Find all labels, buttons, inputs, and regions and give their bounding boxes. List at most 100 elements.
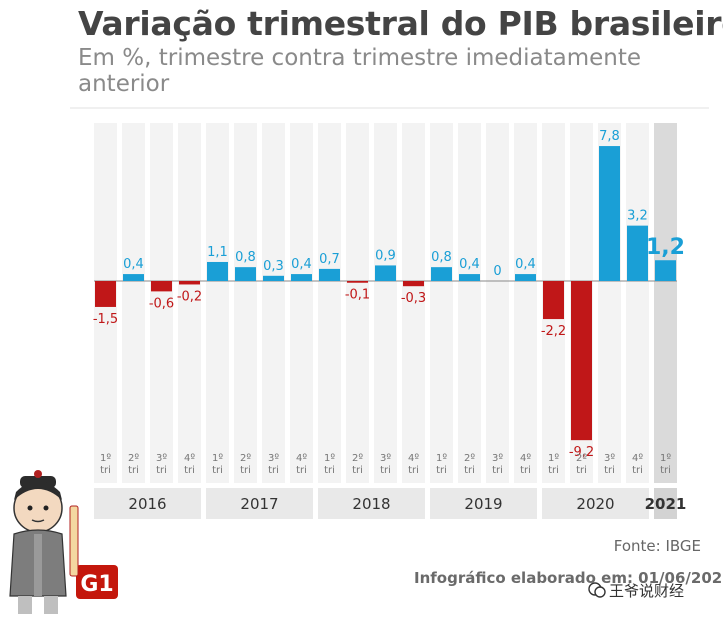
year-band	[654, 488, 677, 519]
quarter-column	[626, 123, 649, 483]
g1-logo: G1	[76, 565, 118, 599]
data-bar	[543, 281, 564, 320]
data-label: 0,4	[123, 257, 144, 272]
data-label: 3,2	[627, 209, 648, 224]
quarter-label-tri: tri	[632, 465, 643, 476]
data-bar	[459, 274, 480, 281]
data-label: -0,3	[401, 291, 426, 306]
quarter-column	[206, 123, 229, 483]
year-band	[94, 488, 201, 519]
year-band	[318, 488, 425, 519]
data-bar	[319, 268, 340, 281]
wechat-icon	[588, 582, 606, 598]
quarter-column	[374, 123, 397, 483]
chart-title: Variação trimestral do PIB brasileiro	[78, 4, 723, 43]
year-band	[430, 488, 537, 519]
quarter-label-tri: tri	[240, 465, 251, 476]
data-label: 0,7	[319, 252, 340, 267]
quarter-label-tri: tri	[100, 465, 111, 476]
quarter-label-tri: tri	[548, 465, 559, 476]
data-label: -0,6	[149, 296, 174, 311]
quarter-label: 4º	[296, 453, 307, 464]
year-label: 2019	[464, 495, 502, 513]
data-bar	[515, 274, 536, 281]
data-bar	[627, 225, 648, 281]
quarter-label-tri: tri	[408, 465, 419, 476]
data-bar	[655, 260, 676, 281]
data-label: 1,2	[646, 235, 685, 260]
data-bar	[207, 261, 228, 281]
quarter-column	[486, 123, 509, 483]
quarter-label: 2º	[464, 453, 475, 464]
chart-subtitle: Em %, trimestre contra trimestre imediat…	[78, 45, 642, 97]
quarter-label: 3º	[380, 453, 391, 464]
quarter-column	[150, 123, 173, 483]
data-bar	[291, 274, 312, 281]
quarter-label-tri: tri	[436, 465, 447, 476]
quarter-column	[290, 123, 313, 483]
data-bar	[235, 267, 256, 281]
quarter-column	[402, 123, 425, 483]
quarter-label: 2º	[576, 453, 587, 464]
quarter-label: 3º	[268, 453, 279, 464]
quarter-column	[514, 123, 537, 483]
year-label: 2016	[128, 495, 166, 513]
quarter-column	[458, 123, 481, 483]
quarter-label: 3º	[156, 453, 167, 464]
source-note: Fonte: IBGE	[613, 537, 701, 555]
quarter-label: 1º	[436, 453, 447, 464]
data-label: 0,4	[515, 257, 536, 272]
quarter-label: 2º	[128, 453, 139, 464]
year-label: 2018	[352, 495, 390, 513]
quarter-label: 2º	[352, 453, 363, 464]
data-label: 0	[493, 264, 501, 279]
data-bar	[95, 281, 116, 307]
data-bar	[151, 281, 172, 292]
data-label: 7,8	[599, 129, 620, 144]
quarter-column	[122, 123, 145, 483]
data-bar	[599, 146, 620, 281]
quarter-label-tri: tri	[576, 465, 587, 476]
data-bar	[179, 281, 200, 285]
quarter-label-tri: tri	[184, 465, 195, 476]
quarter-label-tri: tri	[660, 465, 671, 476]
quarter-label: 1º	[548, 453, 559, 464]
quarter-column	[346, 123, 369, 483]
data-label: 1,1	[207, 245, 228, 260]
quarter-label-tri: tri	[268, 465, 279, 476]
data-label: -9,2	[569, 445, 594, 460]
quarter-column	[262, 123, 285, 483]
data-label: 0,8	[235, 250, 256, 265]
year-label: 2021	[645, 495, 687, 513]
data-bar	[403, 281, 424, 287]
quarter-column	[430, 123, 453, 483]
quarter-label-tri: tri	[492, 465, 503, 476]
data-label: -0,2	[177, 289, 202, 304]
quarter-label: 3º	[492, 453, 503, 464]
data-bar	[431, 267, 452, 281]
year-band	[542, 488, 649, 519]
credit-note: Infográfico elaborado em: 01/06/2021	[414, 569, 723, 587]
quarter-label-tri: tri	[380, 465, 391, 476]
quarter-label-tri: tri	[352, 465, 363, 476]
data-bar	[571, 281, 592, 441]
quarter-label: 1º	[660, 453, 671, 464]
data-label: -0,1	[345, 288, 370, 303]
quarter-label-tri: tri	[464, 465, 475, 476]
year-label: 2020	[576, 495, 614, 513]
watermark-text: 王爷说财经	[609, 582, 685, 600]
quarter-column	[178, 123, 201, 483]
data-label: 0,3	[263, 259, 284, 274]
year-band	[206, 488, 313, 519]
quarter-column	[654, 123, 677, 483]
year-label: 2017	[240, 495, 278, 513]
data-bar	[347, 281, 368, 283]
svg-text:G1: G1	[80, 572, 113, 597]
quarter-label-tri: tri	[296, 465, 307, 476]
quarter-label-tri: tri	[128, 465, 139, 476]
data-bar	[375, 265, 396, 281]
data-label: -1,5	[93, 312, 118, 327]
quarter-label: 4º	[184, 453, 195, 464]
data-bar	[263, 275, 284, 281]
